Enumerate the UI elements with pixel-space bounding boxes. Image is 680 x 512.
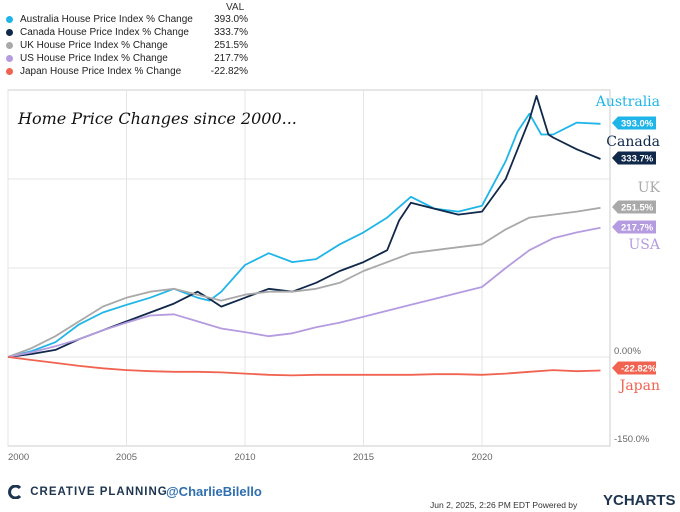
footer-date: Jun 2, 2025, 2:26 PM EDT Powered by — [430, 500, 578, 510]
legend-marker — [6, 16, 13, 23]
value-badge-text: 217.7% — [621, 223, 654, 234]
legend-value: 393.0% — [214, 14, 248, 25]
series-line-usa — [7, 226, 601, 358]
series-line-australia — [7, 112, 601, 358]
series-line-japan — [7, 356, 601, 377]
x-tick-label: 2005 — [116, 452, 137, 463]
legend-item-us[interactable]: US House Price Index % Change 217.7% — [4, 52, 248, 65]
legend-value: -22.82% — [210, 66, 248, 77]
value-badge-text: 251.5% — [621, 203, 654, 214]
legend-item-australia[interactable]: Australia House Price Index % Change 393… — [4, 13, 248, 26]
value-badge — [612, 361, 656, 375]
chart-area: 2000 2005 2010 2015 2020 0.00% -150.0% Home Pri… — [7, 89, 661, 463]
legend-label: UK House Price Index % Change — [20, 40, 168, 51]
ycharts-logo[interactable]: YCHARTS — [603, 492, 676, 509]
legend-marker — [6, 55, 13, 62]
series-line-canada — [7, 95, 601, 358]
country-label-japan: Japan — [618, 378, 660, 394]
creative-planning-logo-icon — [8, 485, 22, 499]
value-badge — [612, 116, 656, 130]
y-tick-label: 0.00% — [614, 346, 641, 357]
x-tick-label: 2015 — [353, 452, 374, 463]
y-tick-label: -150.0% — [614, 434, 650, 445]
twitter-handle[interactable]: @CharlieBilello — [166, 484, 262, 499]
legend-label: Canada House Price Index % Change — [20, 27, 189, 38]
country-label-usa: USA — [629, 237, 661, 253]
legend-item-uk[interactable]: UK House Price Index % Change 251.5% — [4, 39, 248, 52]
value-badge — [612, 200, 656, 214]
value-badge-text: 393.0% — [621, 119, 654, 130]
value-badge — [612, 220, 656, 234]
value-badge — [612, 151, 656, 165]
x-tick-label: 2020 — [471, 452, 492, 463]
legend-value: 333.7% — [214, 27, 248, 38]
value-badge-text: -22.82% — [621, 364, 657, 375]
legend-value: 217.7% — [214, 53, 248, 64]
country-label-uk: UK — [638, 180, 661, 196]
legend-item-japan[interactable]: Japan House Price Index % Change -22.82% — [4, 65, 248, 78]
legend-header: VAL — [226, 2, 245, 13]
legend-label: Australia House Price Index % Change — [20, 14, 193, 25]
legend-label: Japan House Price Index % Change — [20, 66, 182, 77]
x-tick-label: 2010 — [234, 452, 255, 463]
series-line-uk — [7, 206, 601, 358]
legend-label: US House Price Index % Change — [20, 53, 168, 64]
country-label-australia: Australia — [595, 94, 660, 110]
legend-marker — [6, 29, 13, 36]
brand-name: CREATIVE PLANNING — [30, 486, 168, 499]
footer-brand: CREATIVE PLANNING — [8, 485, 168, 499]
value-badge-text: 333.7% — [621, 154, 654, 165]
legend-marker — [6, 68, 13, 75]
country-label-canada: Canada — [606, 134, 660, 150]
legend-marker — [6, 42, 13, 49]
legend-value: 251.5% — [214, 40, 248, 51]
line-chart: 2000 2005 2010 2015 2020 0.00% -150.0% Home Pri… — [7, 89, 661, 463]
chart-title: Home Price Changes since 2000... — [17, 109, 297, 128]
legend-item-canada[interactable]: Canada House Price Index % Change 333.7% — [4, 26, 248, 39]
x-tick-label: 2000 — [8, 452, 29, 463]
